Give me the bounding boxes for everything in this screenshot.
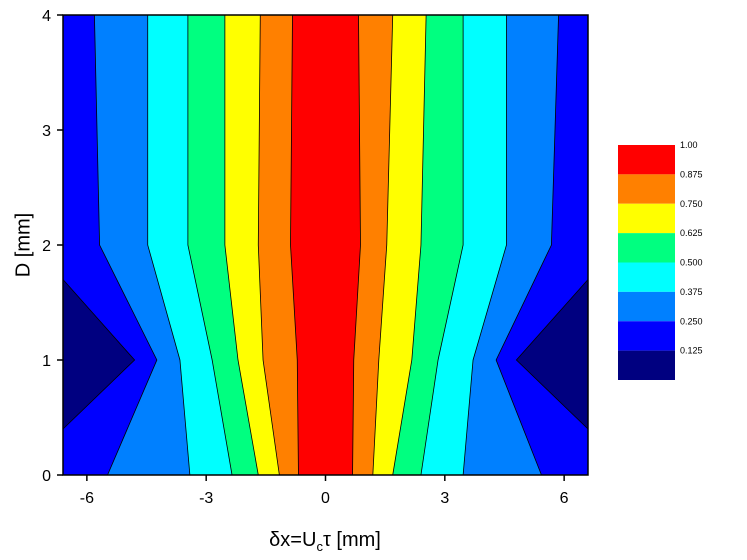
x-tick-label: 6 <box>560 490 569 507</box>
contour-line <box>420 15 464 476</box>
contour-band <box>63 279 135 429</box>
contour-line <box>515 279 589 430</box>
contour-band <box>516 279 588 429</box>
x-label-rest: τ [mm] <box>323 529 381 551</box>
colorbar-swatch <box>618 291 675 322</box>
contour-line <box>187 15 233 476</box>
contour-line <box>392 14 427 476</box>
contour-line <box>257 14 280 476</box>
colorbar-label: 0.500 <box>680 258 703 268</box>
colorbar-swatch <box>618 350 675 380</box>
contour-line <box>62 279 136 430</box>
x-tick-label: -6 <box>80 490 94 507</box>
contour-line <box>290 14 299 476</box>
x-label-main: δx=U <box>269 529 316 551</box>
y-tick-label: 4 <box>42 8 51 25</box>
colorbar-swatch <box>618 174 675 204</box>
colorbar-swatch <box>618 321 675 351</box>
x-axis-label: δx=Ucτ [mm] <box>269 529 381 554</box>
colorbar-swatch <box>618 203 675 234</box>
colorbar-swatch <box>618 262 675 292</box>
y-axis-label: D [mm] <box>12 213 34 277</box>
colorbar-label: 0.250 <box>680 316 703 326</box>
colorbar-label: 0.375 <box>680 287 703 297</box>
y-tick-label: 0 <box>42 468 51 485</box>
colorbar-label: 0.125 <box>680 346 703 356</box>
colorbar-label: 0.750 <box>680 199 703 209</box>
contour-band <box>290 15 361 475</box>
x-tick-label: -3 <box>199 490 213 507</box>
x-tick-label: 0 <box>321 490 330 507</box>
y-tick-label: 3 <box>42 123 51 140</box>
contour-line <box>224 15 259 476</box>
contour-line <box>372 14 394 476</box>
x-label-sub: c <box>316 539 323 554</box>
colorbar-label: 1.00 <box>680 140 698 150</box>
colorbar-label: 0.875 <box>680 169 703 179</box>
contour-line <box>94 14 158 476</box>
colorbar-swatch <box>618 233 675 263</box>
contour-line <box>495 14 559 476</box>
colorbar-label: 0.625 <box>680 228 703 238</box>
contour-line <box>462 15 507 476</box>
y-tick-label: 2 <box>42 238 51 255</box>
x-tick-label: 3 <box>440 490 449 507</box>
y-tick-label: 1 <box>42 353 51 370</box>
contour-line <box>147 15 191 476</box>
colorbar-swatch <box>618 145 675 175</box>
contour-line <box>352 14 361 476</box>
